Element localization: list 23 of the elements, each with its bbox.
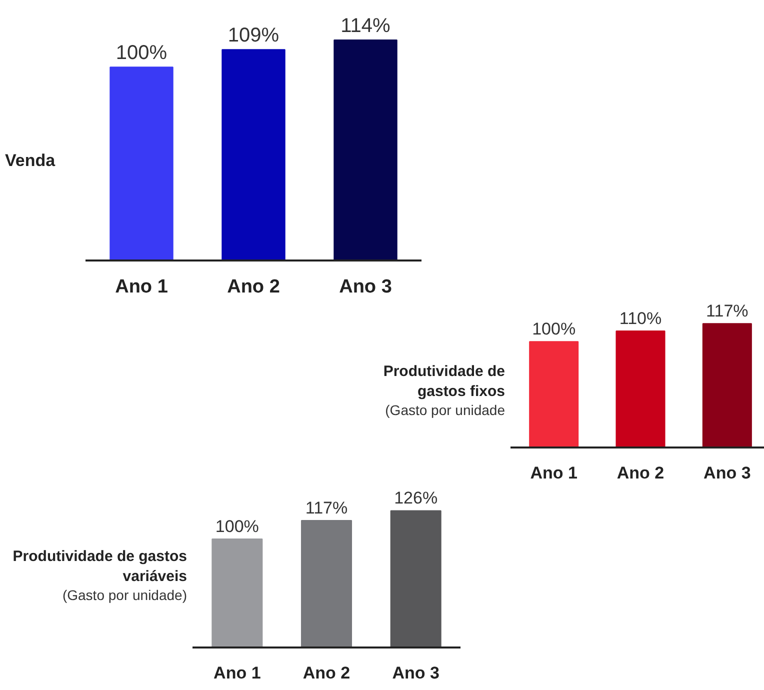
text: (Gasto por unidade) (61, 586, 187, 604)
x-tick-label: Ano 2 (302, 664, 350, 682)
y-axis-title: Venda (5, 150, 56, 172)
data-label: 117% (305, 498, 348, 518)
x-tick-label: Ano 2 (616, 464, 664, 482)
x-tick-label: Ano 3 (704, 464, 751, 482)
data-label: 100% (532, 320, 576, 339)
x-tick-label: Ano 2 (227, 276, 280, 298)
data-label: 114% (340, 14, 391, 37)
y-axis-title: Produtividade de gastos fixos (382, 362, 505, 401)
x-tick-label: Ano 3 (392, 664, 440, 682)
data-label: 110% (619, 308, 662, 328)
y-axis-title: Produtividade de gastos variáveis (12, 547, 187, 586)
data-label: 100% (116, 42, 168, 64)
x-tick-label: Ano 3 (339, 276, 392, 298)
x-tick-label: Ano 1 (115, 276, 168, 298)
x-tick-label: Ano 1 (214, 664, 261, 682)
data-label: 117% (706, 302, 748, 321)
data-label: 100% (215, 516, 259, 536)
data-label: 109% (228, 24, 280, 47)
x-tick-label: Ano 1 (530, 464, 578, 482)
data-label: 126% (394, 488, 438, 508)
text: (Gasto por unidade (384, 401, 505, 420)
